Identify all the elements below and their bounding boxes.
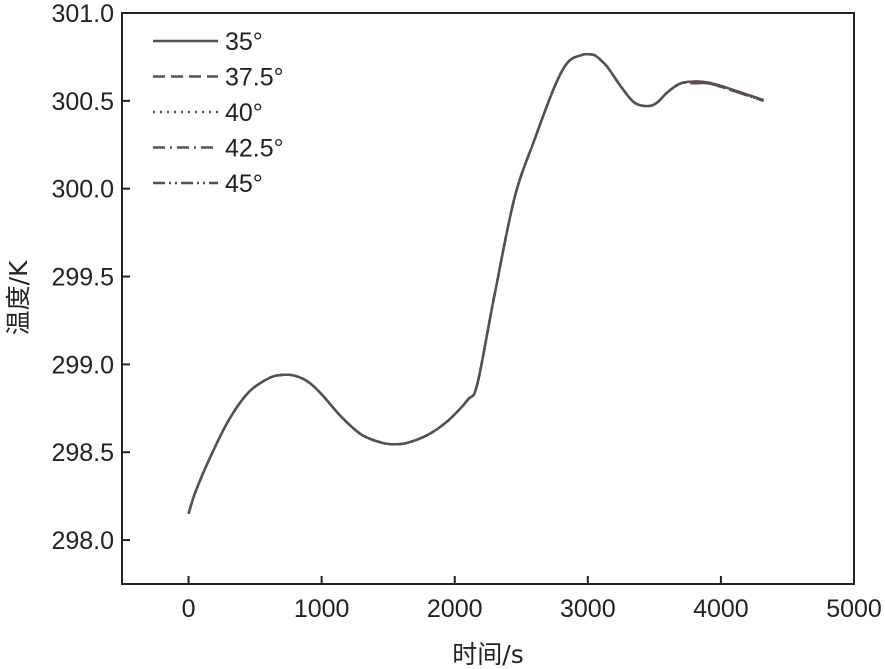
x-tick-label: 3000 [560,595,616,623]
legend-label-4: 42.5° [225,135,284,163]
x-axis-title: 时间/s [452,640,523,669]
y-tick-label: 300.0 [51,176,114,204]
x-tick-label: 5000 [826,595,882,623]
series-lines [187,53,764,515]
x-tick-label: 4000 [693,595,749,623]
legend-label-1: 35° [225,28,263,56]
x-tick-label: 0 [182,595,196,623]
legend-label-3: 40° [225,99,263,127]
series-line-5 [187,53,764,515]
y-tick-label: 299.5 [51,264,114,292]
series-line-2 [187,53,764,515]
legend: 35° 37.5° 40° 42.5° 45° [153,28,284,198]
x-tick-label: 1000 [294,595,350,623]
series-line-3 [187,53,764,515]
x-tick-label: 2000 [427,595,483,623]
series-line-1 [187,53,764,515]
y-tick-label: 298.0 [51,527,114,555]
y-tick-label: 301.0 [51,0,114,28]
y-tick-label: 298.5 [51,439,114,467]
plot-area-border [121,12,855,585]
plot-frame [121,12,855,585]
legend-label-5: 45° [225,170,263,198]
x-axis: 0 1000 2000 3000 4000 5000 [182,576,882,623]
y-axis-title: 温度/K [4,260,33,335]
legend-label-2: 37.5° [225,64,284,92]
y-tick-label: 299.0 [51,351,114,379]
y-tick-label: 300.5 [51,88,114,116]
series-line-4 [187,53,764,515]
y-axis: 298.0 298.5 299.0 299.5 300.0 300.5 301.0 [51,0,130,555]
